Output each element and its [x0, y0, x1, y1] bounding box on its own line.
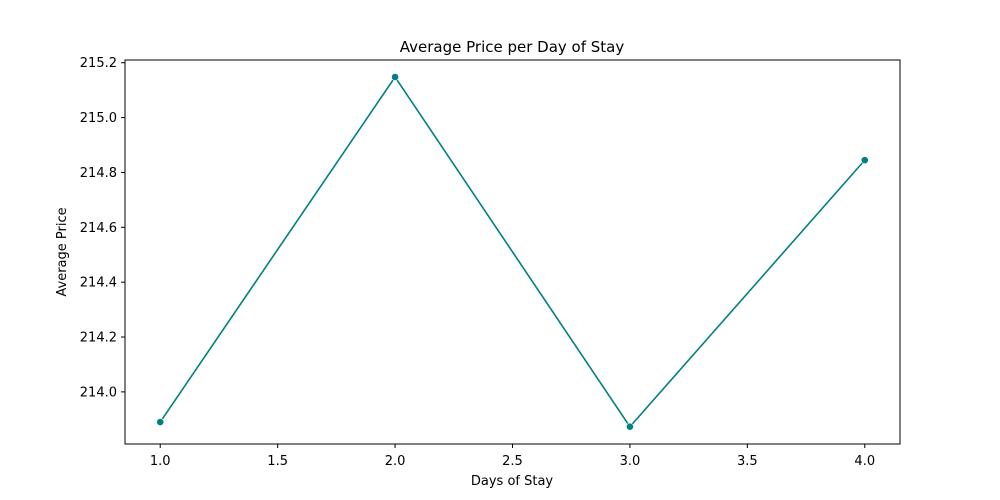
x-tick-label: 1.0 — [150, 454, 171, 469]
x-tick-label: 3.5 — [737, 454, 758, 469]
y-axis-label: Average Price — [55, 207, 70, 296]
plot-area — [156, 73, 869, 431]
data-point — [391, 73, 399, 81]
data-point — [860, 156, 869, 165]
chart-title: Average Price per Day of Stay — [400, 38, 625, 56]
x-tick-label: 3.0 — [620, 454, 641, 469]
y-tick-label: 214.8 — [80, 166, 117, 181]
series-line — [159, 75, 866, 429]
x-axis-label: Days of Stay — [471, 474, 554, 489]
y-tick-label: 214.2 — [80, 331, 117, 346]
x-axis: 1.0 1.5 2.0 2.5 3.0 3.5 4.0 — [150, 444, 875, 469]
y-tick-label: 215.2 — [80, 56, 117, 71]
data-point — [156, 418, 165, 426]
y-tick-label: 215.0 — [80, 111, 117, 126]
y-tick-label: 214.6 — [80, 221, 117, 236]
y-axis: 214.0 214.2 214.4 214.6 214.8 215.0 215.2 — [80, 56, 125, 400]
y-tick-label: 214.4 — [80, 276, 117, 291]
x-tick-label: 4.0 — [854, 454, 875, 469]
data-point — [626, 422, 634, 431]
y-tick-label: 214.0 — [80, 385, 117, 400]
x-tick-label: 2.5 — [502, 454, 523, 469]
x-tick-label: 2.0 — [385, 454, 406, 469]
x-tick-label: 1.5 — [267, 454, 288, 469]
